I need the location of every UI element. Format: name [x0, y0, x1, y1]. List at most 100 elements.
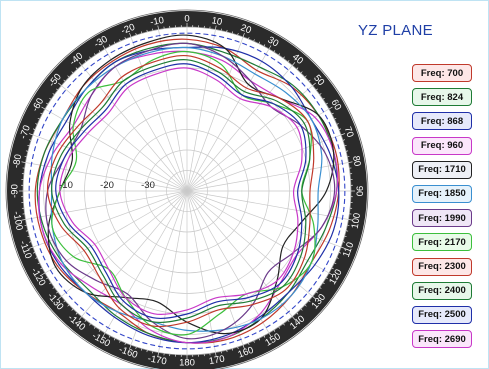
ring-tick: [32, 128, 36, 130]
ring-tick: [296, 312, 299, 315]
ring-tick: [336, 257, 339, 259]
angle-tick-label: -90: [10, 184, 21, 198]
ring-tick: [135, 346, 137, 349]
ring-tick: [32, 252, 36, 254]
polar-grid: [5, 9, 369, 369]
ring-tick: [140, 31, 143, 34]
ring-tick: [21, 161, 26, 163]
ring-tick: [108, 335, 111, 338]
legend-item: Freq: 2690: [412, 330, 472, 349]
ring-tick: [102, 332, 106, 337]
ring-tick: [319, 93, 322, 95]
grid-spoke: [130, 190, 188, 346]
ring-tick: [119, 39, 121, 42]
ring-tick: [325, 277, 328, 280]
ring-tick: [37, 262, 40, 265]
angle-tick-label: 100: [350, 212, 364, 230]
angle-tick-label: -80: [11, 153, 24, 168]
outer-ring: [7, 11, 367, 369]
ring-tick: [300, 71, 303, 74]
ring-tick: [215, 25, 217, 30]
ring-tick: [108, 44, 111, 47]
grid-spoke: [81, 65, 188, 192]
ring-tick: [292, 62, 296, 66]
angle-tick-label: -10: [149, 15, 164, 28]
ring-tick: [40, 267, 43, 270]
ring-tick: [287, 320, 290, 322]
ring-tick: [304, 75, 307, 78]
ring-tick: [319, 287, 322, 289]
series-line: [50, 46, 323, 332]
ring-tick: [336, 123, 339, 125]
angle-tick-label: -170: [147, 353, 168, 367]
grid-spoke: [186, 190, 349, 220]
ring-tick: [304, 304, 307, 307]
ring-tick: [342, 241, 345, 243]
angle-tick-label: 30: [266, 35, 281, 50]
ring-tick: [21, 219, 26, 221]
ring-tick: [119, 340, 121, 343]
ring-tick: [312, 82, 316, 86]
angle-tick-label: 170: [208, 354, 226, 368]
radial-tick-label: -10: [59, 180, 73, 191]
ring-tick: [322, 282, 325, 285]
ring-tick: [253, 39, 255, 42]
ring-tick: [268, 332, 272, 337]
ring-tick: [98, 329, 101, 332]
ring-tick: [338, 252, 342, 254]
ring-tick: [129, 33, 132, 37]
ring-tick: [89, 323, 91, 326]
ring-tick: [84, 320, 87, 322]
ring-tick: [263, 335, 266, 338]
angle-tick-label: 160: [236, 345, 255, 361]
angle-tick-label: 90: [354, 186, 365, 197]
ring-tick: [316, 88, 318, 91]
ring-tick: [93, 326, 96, 329]
ring-tick: [273, 329, 276, 332]
grid-spoke: [186, 190, 313, 297]
grid-spoke: [186, 190, 216, 353]
angle-tick-label: 20: [239, 22, 253, 36]
ring-tick: [27, 144, 30, 147]
ring-tick: [41, 272, 46, 276]
angle-tick-label: 60: [329, 98, 344, 113]
ring-tick: [157, 352, 159, 357]
ring-tick: [308, 300, 311, 303]
angle-tick-label: 110: [341, 241, 357, 259]
ring-tick: [35, 257, 38, 259]
ring-tick: [129, 345, 132, 349]
ring-tick: [312, 296, 316, 300]
grid-spoke: [186, 36, 244, 192]
legend-item: Freq: 2170: [412, 233, 472, 252]
ring-tick: [338, 128, 342, 130]
legend-item: Freq: 868: [412, 112, 472, 131]
ring-tick: [237, 346, 239, 349]
ring-tick: [58, 296, 62, 300]
ring-tick: [231, 31, 234, 34]
ring-tick: [71, 71, 74, 74]
legend-item: Freq: 1710: [412, 160, 472, 179]
ring-tick: [84, 60, 87, 62]
ring-tick: [263, 44, 266, 47]
ring-tick: [287, 60, 290, 62]
legend: Freq: 700 Freq: 824 Freq: 868 Freq: 960 Freq…: [412, 64, 476, 354]
ring-tick: [35, 123, 38, 125]
ring-tick: [71, 308, 74, 311]
ring-tick: [328, 272, 333, 276]
ring-tick: [273, 50, 276, 53]
ring-tick: [242, 345, 245, 349]
ring-tick: [75, 67, 78, 70]
grid-spoke: [61, 85, 188, 192]
series-line: [51, 59, 311, 324]
grid-spoke: [104, 190, 188, 334]
ring-tick: [98, 50, 101, 53]
grid-spoke: [186, 65, 293, 192]
grid-spoke: [44, 190, 188, 274]
ring-tick: [63, 300, 66, 303]
ring-tick: [248, 342, 250, 346]
ring-tick: [29, 241, 32, 243]
legend-item: Freq: 1850: [412, 184, 472, 203]
legend-item: Freq: 2400: [412, 281, 472, 300]
ring-tick: [331, 112, 334, 115]
